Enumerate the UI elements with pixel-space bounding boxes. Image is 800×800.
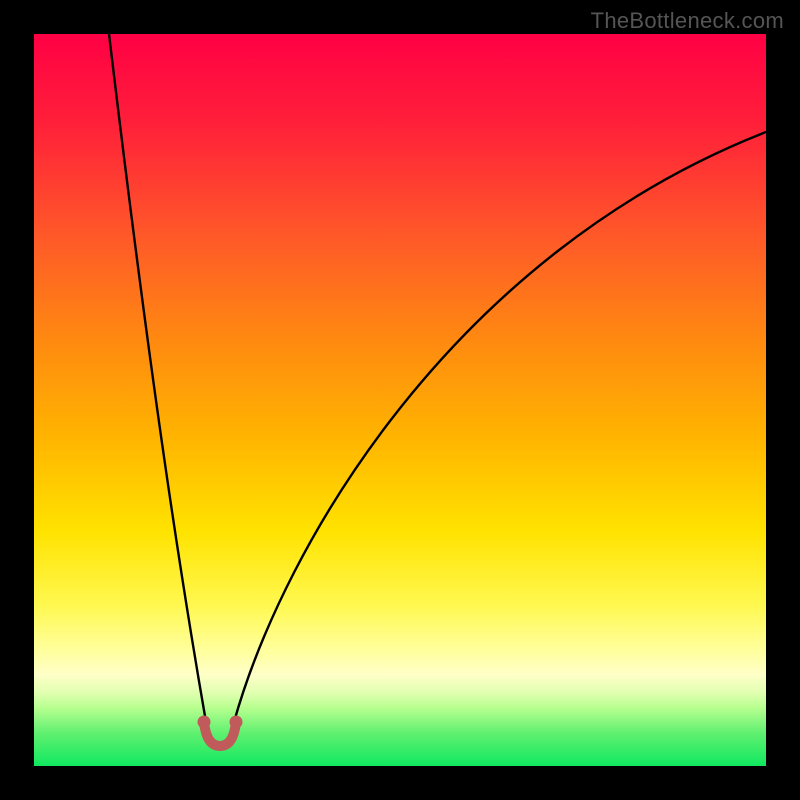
curve-right-branch: [234, 132, 766, 722]
marker-dot-right: [230, 716, 243, 729]
bottleneck-curve-layer: [34, 34, 766, 766]
chart-plot-area: [34, 34, 766, 766]
watermark-text: TheBottleneck.com: [591, 8, 784, 34]
marker-dot-left: [198, 716, 211, 729]
curve-left-branch: [109, 34, 206, 722]
